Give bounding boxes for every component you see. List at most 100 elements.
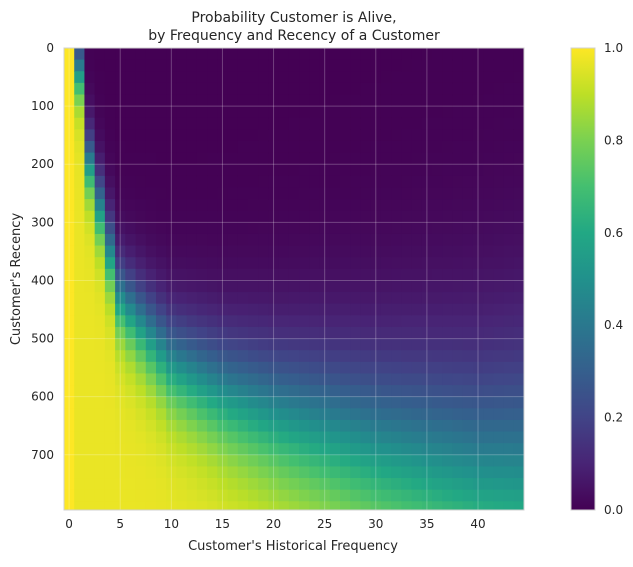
heatmap-cell bbox=[319, 326, 331, 340]
heatmap-cell bbox=[503, 280, 515, 293]
heatmap-cell bbox=[513, 501, 524, 510]
heatmap-cell bbox=[135, 199, 147, 212]
heatmap-cell bbox=[309, 315, 321, 328]
heatmap-cell bbox=[391, 466, 402, 479]
heatmap-cell bbox=[493, 152, 505, 165]
heatmap-cell bbox=[258, 222, 270, 235]
heatmap-cell bbox=[268, 129, 280, 142]
heatmap-cell bbox=[513, 280, 524, 293]
heatmap-cell bbox=[288, 501, 300, 510]
heatmap-cell bbox=[309, 466, 321, 479]
heatmap-cell bbox=[156, 222, 167, 235]
heatmap-cell bbox=[145, 187, 157, 200]
heatmap-cell bbox=[462, 431, 474, 444]
heatmap-cell bbox=[288, 443, 300, 456]
heatmap-cell bbox=[135, 419, 147, 433]
heatmap-cell bbox=[186, 59, 198, 72]
heatmap-cell bbox=[268, 303, 280, 316]
heatmap-cell bbox=[196, 129, 208, 142]
heatmap-cell bbox=[196, 303, 208, 316]
heatmap-cell bbox=[493, 280, 505, 293]
heatmap-cell bbox=[380, 303, 392, 316]
heatmap-cell bbox=[391, 222, 402, 235]
heatmap-cell bbox=[207, 140, 218, 154]
heatmap-cell bbox=[278, 303, 290, 316]
heatmap-cell bbox=[391, 106, 402, 119]
heatmap-cell bbox=[503, 257, 515, 270]
heatmap-cell bbox=[176, 48, 188, 61]
heatmap-cell bbox=[125, 164, 137, 177]
heatmap-cell bbox=[503, 303, 515, 316]
heatmap-cell bbox=[278, 257, 290, 270]
heatmap-cell bbox=[329, 175, 341, 189]
heatmap-cell bbox=[115, 292, 126, 305]
heatmap-cell bbox=[135, 396, 147, 409]
heatmap-cell bbox=[319, 361, 331, 375]
heatmap-cell bbox=[350, 48, 362, 61]
heatmap-cell bbox=[493, 268, 505, 282]
heatmap-cell bbox=[391, 71, 402, 84]
heatmap-cell bbox=[94, 303, 106, 316]
heatmap-cell bbox=[104, 140, 116, 154]
heatmap-cell bbox=[380, 268, 392, 282]
heatmap-cell bbox=[104, 164, 116, 177]
heatmap-cell bbox=[176, 129, 188, 142]
heatmap-cell bbox=[237, 71, 249, 84]
heatmap-cell bbox=[196, 373, 208, 386]
heatmap-cell bbox=[84, 478, 96, 491]
heatmap-cell bbox=[309, 257, 321, 270]
heatmap-cell bbox=[442, 129, 454, 142]
heatmap-cell bbox=[299, 187, 310, 200]
heatmap-cell bbox=[258, 501, 270, 510]
heatmap-cell bbox=[227, 164, 239, 177]
heatmap-cell bbox=[370, 94, 382, 107]
heatmap-cell bbox=[329, 59, 341, 72]
heatmap-cell bbox=[278, 94, 290, 107]
heatmap-cell bbox=[483, 106, 494, 119]
heatmap-cell bbox=[442, 106, 454, 119]
heatmap-cell bbox=[411, 419, 423, 433]
heatmap-cell bbox=[64, 94, 75, 107]
heatmap-cell bbox=[340, 303, 351, 316]
heatmap-cell bbox=[145, 501, 157, 510]
heatmap-cell bbox=[288, 408, 300, 421]
heatmap-cell bbox=[115, 257, 126, 270]
heatmap-cell bbox=[340, 489, 351, 502]
heatmap-cell bbox=[207, 466, 218, 479]
heatmap-cell bbox=[278, 373, 290, 386]
heatmap-cell bbox=[380, 210, 392, 223]
heatmap-cell bbox=[401, 152, 413, 165]
heatmap-cell bbox=[135, 350, 147, 363]
heatmap-cell bbox=[411, 350, 423, 363]
heatmap-cell bbox=[104, 361, 116, 375]
heatmap-cell bbox=[309, 48, 321, 61]
heatmap-cell bbox=[309, 338, 321, 351]
heatmap-cell bbox=[156, 117, 167, 130]
heatmap-cell bbox=[166, 385, 178, 398]
x-tick-label: 20 bbox=[266, 517, 281, 531]
heatmap-cell bbox=[278, 117, 290, 130]
heatmap-cell bbox=[288, 199, 300, 212]
heatmap-cell bbox=[493, 326, 505, 340]
heatmap-cell bbox=[196, 315, 208, 328]
heatmap-cell bbox=[493, 501, 505, 510]
heatmap-cell bbox=[503, 140, 515, 154]
heatmap-cell bbox=[442, 164, 454, 177]
heatmap-cell bbox=[380, 257, 392, 270]
heatmap-cell bbox=[237, 396, 249, 409]
heatmap-cell bbox=[309, 501, 321, 510]
heatmap-cell bbox=[401, 478, 413, 491]
heatmap-cell bbox=[401, 48, 413, 61]
heatmap-cell bbox=[503, 431, 515, 444]
heatmap-cell bbox=[472, 71, 484, 84]
heatmap-cell bbox=[268, 280, 280, 293]
heatmap-cell bbox=[380, 489, 392, 502]
heatmap-cell bbox=[125, 129, 137, 142]
heatmap-cell bbox=[74, 303, 86, 316]
heatmap-cell bbox=[135, 385, 147, 398]
heatmap bbox=[64, 48, 524, 510]
heatmap-cell bbox=[350, 315, 362, 328]
heatmap-cell bbox=[176, 268, 188, 282]
heatmap-cell bbox=[94, 431, 106, 444]
heatmap-cell bbox=[309, 385, 321, 398]
